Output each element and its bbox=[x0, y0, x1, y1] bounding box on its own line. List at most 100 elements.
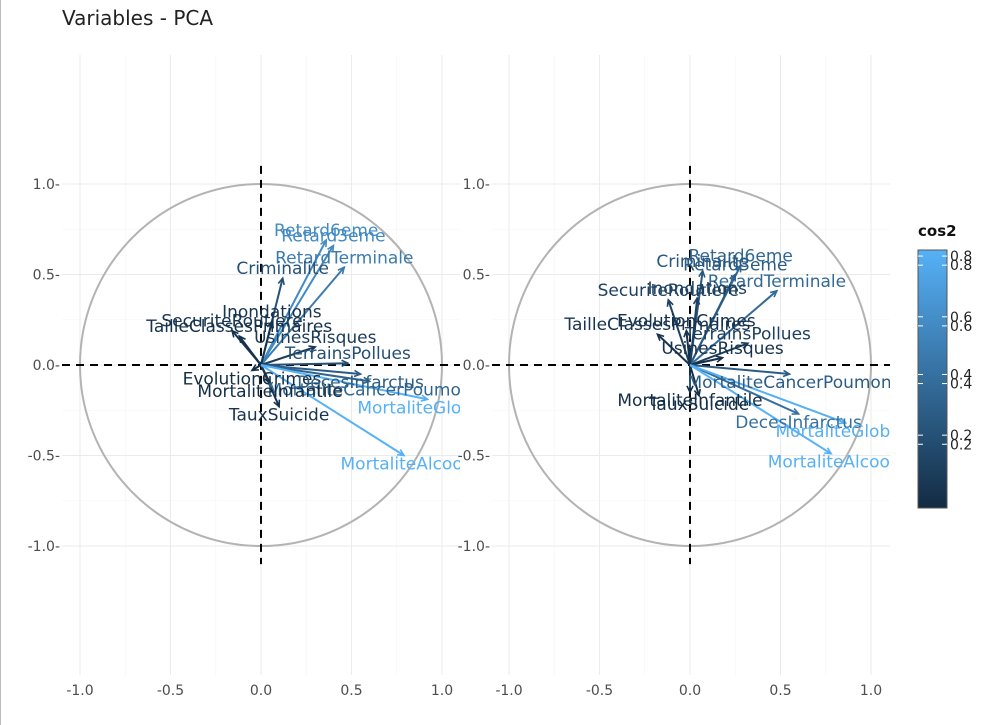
y-tick-label: -1.0- bbox=[28, 539, 60, 555]
y-tick-label: 0.5- bbox=[33, 268, 60, 284]
vector-arrow bbox=[260, 321, 273, 366]
vector-arrowhead bbox=[337, 265, 346, 275]
legend-label: 0.8 bbox=[950, 258, 972, 274]
vector-label: DecesInfarctus bbox=[735, 413, 862, 433]
vector-arrowhead bbox=[686, 385, 694, 394]
vector-arrow bbox=[260, 245, 335, 366]
x-tick-label: 0.5 bbox=[769, 683, 791, 699]
vector-arrow bbox=[260, 364, 370, 383]
legend-label: 0.2 bbox=[950, 428, 972, 444]
y-tick-label: -0.5- bbox=[28, 449, 60, 465]
vector-label: MortaliteAlcool bbox=[768, 453, 895, 473]
vector-arrowhead bbox=[656, 332, 665, 342]
vector-label: DecesInfarctus bbox=[297, 373, 424, 393]
x-tick-label: -1.0 bbox=[495, 683, 522, 699]
vector-arrowhead bbox=[341, 359, 350, 368]
vector-label: TailleClassesPrimaires bbox=[563, 315, 750, 335]
vector-label: Criminalite bbox=[236, 259, 329, 279]
legend-label: 0.8 bbox=[950, 249, 972, 265]
vector-arrowhead bbox=[729, 272, 737, 282]
vector-labels: Retard6emeRetard3emeCriminaliteRetardTer… bbox=[563, 246, 915, 473]
legend-label: 0.6 bbox=[950, 319, 972, 335]
vector-label: MortaliteInfantile bbox=[197, 382, 342, 402]
vector-label: EvolutionCrimes bbox=[617, 312, 756, 332]
legend-label: 0.4 bbox=[950, 377, 972, 393]
vector-arrow bbox=[260, 362, 348, 366]
legend-label: 0.2 bbox=[950, 437, 972, 453]
vector-label: TailleClassesPrimaires bbox=[145, 317, 332, 337]
x-tick-label: 1.0 bbox=[431, 683, 453, 699]
variable-vectors bbox=[656, 263, 848, 455]
vector-arrowhead bbox=[273, 399, 281, 409]
vector-arrowhead bbox=[266, 319, 275, 329]
pca-panel-left: -1.0 -0.5 0.0 0.5 1.0 -1.0- -0.5- 0.0- 0.5- 1.0- R… bbox=[28, 55, 497, 699]
vector-arrowhead bbox=[693, 388, 701, 398]
vector-label: MortaliteCancerPoumon bbox=[687, 373, 891, 393]
vector-arrowhead bbox=[782, 369, 792, 378]
vector-label: SecuriteRoutiere bbox=[161, 312, 302, 332]
x-tick-label: 0.5 bbox=[340, 683, 362, 699]
vector-arrowhead bbox=[327, 243, 335, 253]
variable-vectors bbox=[230, 238, 430, 457]
vector-arrow bbox=[689, 364, 701, 397]
vector-label: Retard6eme bbox=[274, 221, 378, 241]
vector-arrowhead bbox=[362, 376, 372, 385]
vector-arrow bbox=[238, 335, 262, 366]
vector-label: Retard3eme bbox=[281, 227, 385, 247]
x-tick-label: -0.5 bbox=[157, 683, 184, 699]
x-tick-label: -0.5 bbox=[586, 683, 613, 699]
vector-label: Inondations bbox=[222, 303, 322, 323]
vector-arrowhead bbox=[715, 355, 725, 363]
vector-arrowhead bbox=[740, 341, 750, 349]
vector-arrow bbox=[260, 364, 281, 408]
vector-arrowhead bbox=[734, 263, 742, 273]
vector-label: RetardTerminale bbox=[708, 272, 846, 292]
x-tick-label: -1.0 bbox=[66, 683, 93, 699]
vector-label: Retard6eme bbox=[688, 246, 792, 266]
vector-label: MortaliteAlcool bbox=[341, 455, 468, 475]
vector-arrow bbox=[689, 342, 749, 366]
vector-arrowhead bbox=[769, 289, 779, 298]
vector-arrowhead bbox=[230, 329, 239, 338]
y-tick-label: 0.0- bbox=[463, 358, 490, 374]
vector-arrowhead bbox=[238, 334, 246, 344]
vector-arrowhead bbox=[308, 345, 318, 353]
vector-arrowhead bbox=[396, 449, 406, 457]
vector-arrow bbox=[689, 364, 790, 376]
vector-arrow bbox=[260, 239, 328, 366]
vector-label: TauxSuicide bbox=[228, 406, 329, 426]
vector-arrow bbox=[667, 299, 691, 366]
vector-label: TauxSuicide bbox=[648, 395, 749, 415]
y-tick-label: -0.5- bbox=[458, 449, 490, 465]
vector-arrowhead bbox=[698, 269, 706, 278]
vector-label: Inondations bbox=[647, 279, 747, 299]
pca-panel-right: -1.0 -0.5 0.0 0.5 1.0 1.0- 0.5- 0.0- -0.5- -1.0- R… bbox=[458, 55, 915, 699]
vector-arrowhead bbox=[353, 369, 363, 378]
vector-label: RetardTerminale bbox=[275, 248, 413, 268]
vector-label: MortaliteCancerPoumon bbox=[268, 380, 472, 400]
vector-arrowhead bbox=[791, 407, 801, 415]
vector-label: EvolutionCrimes bbox=[183, 369, 322, 389]
chart-title: Variables - PCA bbox=[62, 6, 214, 30]
y-tick-label: 0.0- bbox=[33, 358, 60, 374]
vector-arrow bbox=[260, 345, 316, 366]
legend-title: cos2 bbox=[918, 222, 957, 240]
y-tick-label: 0.5- bbox=[463, 268, 490, 284]
legend-label: 0.4 bbox=[950, 367, 972, 383]
vector-arrowhead bbox=[666, 298, 674, 307]
vector-arrow bbox=[689, 274, 737, 366]
y-tick-label: 1.0- bbox=[463, 177, 490, 193]
vector-label: SecuriteRoutiere bbox=[598, 281, 739, 301]
vector-arrow bbox=[260, 364, 428, 401]
vector-label: MortaliteGlobale bbox=[775, 422, 915, 442]
y-tick-label: 1.0- bbox=[33, 177, 60, 193]
vector-label: Retard3eme bbox=[683, 256, 787, 276]
vector-label: TerrainsPollues bbox=[284, 344, 411, 364]
vector-arrow bbox=[685, 330, 691, 366]
vector-arrowhead bbox=[692, 296, 701, 305]
vector-label: MortaliteGlobale bbox=[357, 398, 497, 418]
legend-label: 0.6 bbox=[950, 310, 972, 326]
cos2-legend: 0.80.8 0.60.6 0.40.4 0.20.2 bbox=[917, 249, 972, 509]
vector-arrowhead bbox=[683, 328, 691, 338]
vector-arrowhead bbox=[838, 417, 848, 425]
